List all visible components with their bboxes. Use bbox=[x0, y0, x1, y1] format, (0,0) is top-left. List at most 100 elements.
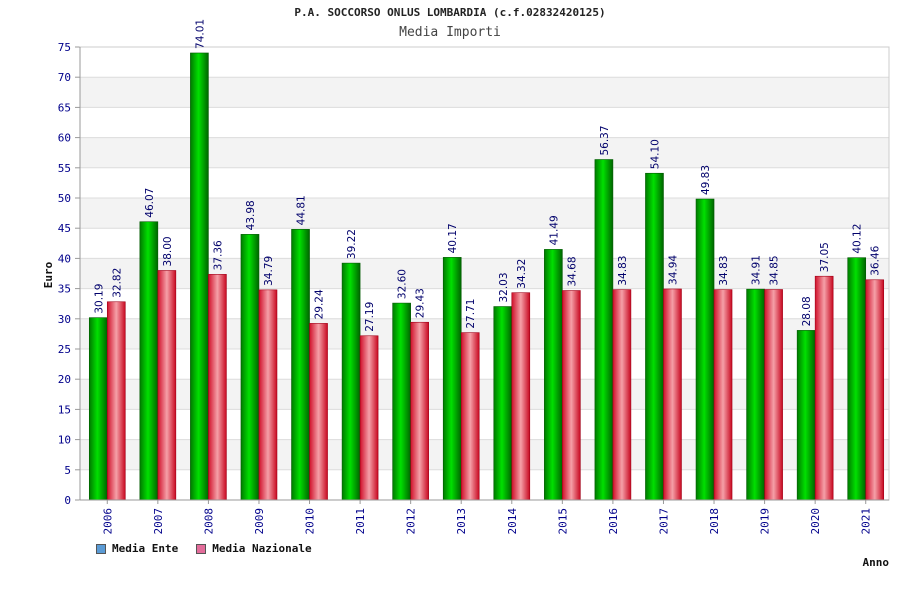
data-label: 40.17 bbox=[447, 223, 459, 253]
data-label: 29.43 bbox=[415, 288, 427, 318]
y-tick-label: 20 bbox=[58, 373, 71, 386]
grid-band bbox=[80, 77, 889, 108]
data-label: 34.85 bbox=[769, 255, 781, 285]
x-tick-label: 2013 bbox=[455, 508, 468, 535]
data-label: 40.12 bbox=[852, 224, 864, 254]
data-label: 27.19 bbox=[364, 302, 376, 332]
y-tick-label: 0 bbox=[64, 494, 71, 507]
bar-media-nazionale-2011 bbox=[359, 335, 379, 501]
data-label: 49.83 bbox=[700, 165, 712, 195]
bar-media-nazionale-2010 bbox=[309, 323, 328, 501]
data-label: 56.37 bbox=[599, 125, 611, 155]
bar-media-nazionale-2015 bbox=[562, 290, 581, 501]
x-tick-label: 2017 bbox=[657, 508, 670, 535]
bar-media-ente-2010 bbox=[291, 229, 310, 501]
x-tick-label: 2019 bbox=[759, 508, 772, 535]
bar-media-nazionale-2008 bbox=[208, 274, 227, 501]
legend-swatch-media-ente bbox=[96, 543, 106, 554]
bar-media-nazionale-2012 bbox=[410, 321, 429, 501]
x-tick-label: 2018 bbox=[708, 508, 721, 535]
data-label: 34.94 bbox=[667, 255, 679, 285]
x-tick-label: 2016 bbox=[607, 508, 620, 535]
x-tick-label: 2014 bbox=[506, 508, 519, 535]
bar-media-ente-2016 bbox=[594, 159, 614, 501]
grid-band bbox=[80, 198, 889, 229]
data-label: 34.32 bbox=[516, 259, 528, 289]
data-label: 32.82 bbox=[111, 268, 123, 298]
bar-media-nazionale-2014 bbox=[511, 292, 531, 501]
data-label: 43.98 bbox=[245, 200, 257, 230]
x-tick-label: 2008 bbox=[202, 508, 215, 535]
grid-band bbox=[80, 107, 889, 138]
x-tick-label: 2010 bbox=[304, 508, 317, 535]
bar-media-nazionale-2018 bbox=[713, 289, 733, 501]
data-label: 34.68 bbox=[566, 256, 578, 286]
y-tick-label: 60 bbox=[58, 132, 71, 145]
data-label: 74.01 bbox=[194, 19, 206, 49]
x-tick-label: 2011 bbox=[354, 508, 367, 535]
x-tick-label: 2015 bbox=[556, 508, 569, 535]
bar-media-ente-2008 bbox=[190, 52, 209, 501]
data-label: 46.07 bbox=[144, 188, 156, 218]
bar-media-ente-2015 bbox=[544, 249, 563, 501]
bar-media-ente-2011 bbox=[341, 262, 361, 501]
x-tick-label: 2006 bbox=[101, 508, 114, 535]
y-axis-label: Euro bbox=[42, 261, 55, 288]
bar-media-ente-2021 bbox=[847, 257, 867, 501]
x-tick-label: 2007 bbox=[152, 508, 165, 535]
data-label: 54.10 bbox=[649, 139, 661, 169]
grid-band bbox=[80, 228, 889, 259]
bar-media-ente-2013 bbox=[442, 257, 462, 501]
y-tick-label: 10 bbox=[58, 434, 71, 447]
y-tick-label: 50 bbox=[58, 192, 71, 205]
data-label: 34.83 bbox=[617, 256, 629, 286]
x-tick-label: 2009 bbox=[253, 508, 266, 535]
bar-media-ente-2019 bbox=[746, 288, 765, 501]
bar-media-nazionale-2013 bbox=[460, 332, 480, 501]
data-label: 29.24 bbox=[314, 289, 326, 319]
legend-label-media-ente: Media Ente bbox=[112, 542, 179, 555]
y-tick-label: 5 bbox=[64, 464, 71, 477]
y-tick-label: 75 bbox=[58, 41, 71, 54]
bar-media-ente-2012 bbox=[392, 302, 411, 501]
bar-media-ente-2014 bbox=[493, 306, 513, 501]
data-label: 32.03 bbox=[498, 272, 510, 302]
y-tick-label: 55 bbox=[58, 162, 71, 175]
y-tick-label: 30 bbox=[58, 313, 71, 326]
bar-media-ente-2009 bbox=[240, 234, 260, 501]
x-tick-label: 2012 bbox=[405, 508, 418, 535]
data-label: 36.46 bbox=[870, 245, 882, 275]
data-label: 37.05 bbox=[819, 242, 831, 272]
chart-title: P.A. SOCCORSO ONLUS LOMBARDIA (c.f.02832… bbox=[294, 6, 606, 19]
data-label: 34.83 bbox=[718, 256, 730, 286]
grid-band bbox=[80, 47, 889, 78]
data-label: 41.49 bbox=[548, 215, 560, 245]
x-tick-label: 2020 bbox=[809, 508, 822, 535]
legend-item-media-nazionale: Media Nazionale bbox=[196, 542, 312, 555]
data-label: 39.22 bbox=[346, 229, 358, 259]
x-axis-label: Anno bbox=[863, 556, 890, 569]
bar-media-nazionale-2017 bbox=[663, 288, 682, 501]
bar-media-ente-2017 bbox=[645, 172, 664, 501]
data-label: 44.81 bbox=[296, 195, 308, 225]
data-label: 34.79 bbox=[263, 256, 275, 286]
bar-media-ente-2006 bbox=[88, 317, 108, 501]
bar-media-nazionale-2019 bbox=[764, 289, 783, 501]
data-label: 27.71 bbox=[465, 299, 477, 329]
legend-swatch-media-nazionale bbox=[196, 543, 207, 554]
bar-media-nazionale-2021 bbox=[865, 279, 885, 501]
legend: Media Ente Media Nazionale bbox=[96, 542, 312, 555]
legend-label-media-nazionale: Media Nazionale bbox=[212, 542, 312, 555]
bar-media-ente-2020 bbox=[796, 330, 816, 501]
legend-item-media-ente: Media Ente bbox=[96, 542, 178, 555]
y-tick-label: 25 bbox=[58, 343, 71, 356]
x-tick-label: 2021 bbox=[860, 508, 873, 535]
y-tick-label: 45 bbox=[58, 222, 71, 235]
data-label: 32.60 bbox=[397, 269, 409, 299]
bar-media-nazionale-2020 bbox=[814, 275, 834, 501]
grid-band bbox=[80, 167, 889, 198]
y-tick-label: 65 bbox=[58, 101, 71, 114]
y-tick-label: 70 bbox=[58, 71, 71, 84]
y-tick-label: 40 bbox=[58, 252, 71, 265]
data-label: 30.19 bbox=[93, 284, 105, 314]
